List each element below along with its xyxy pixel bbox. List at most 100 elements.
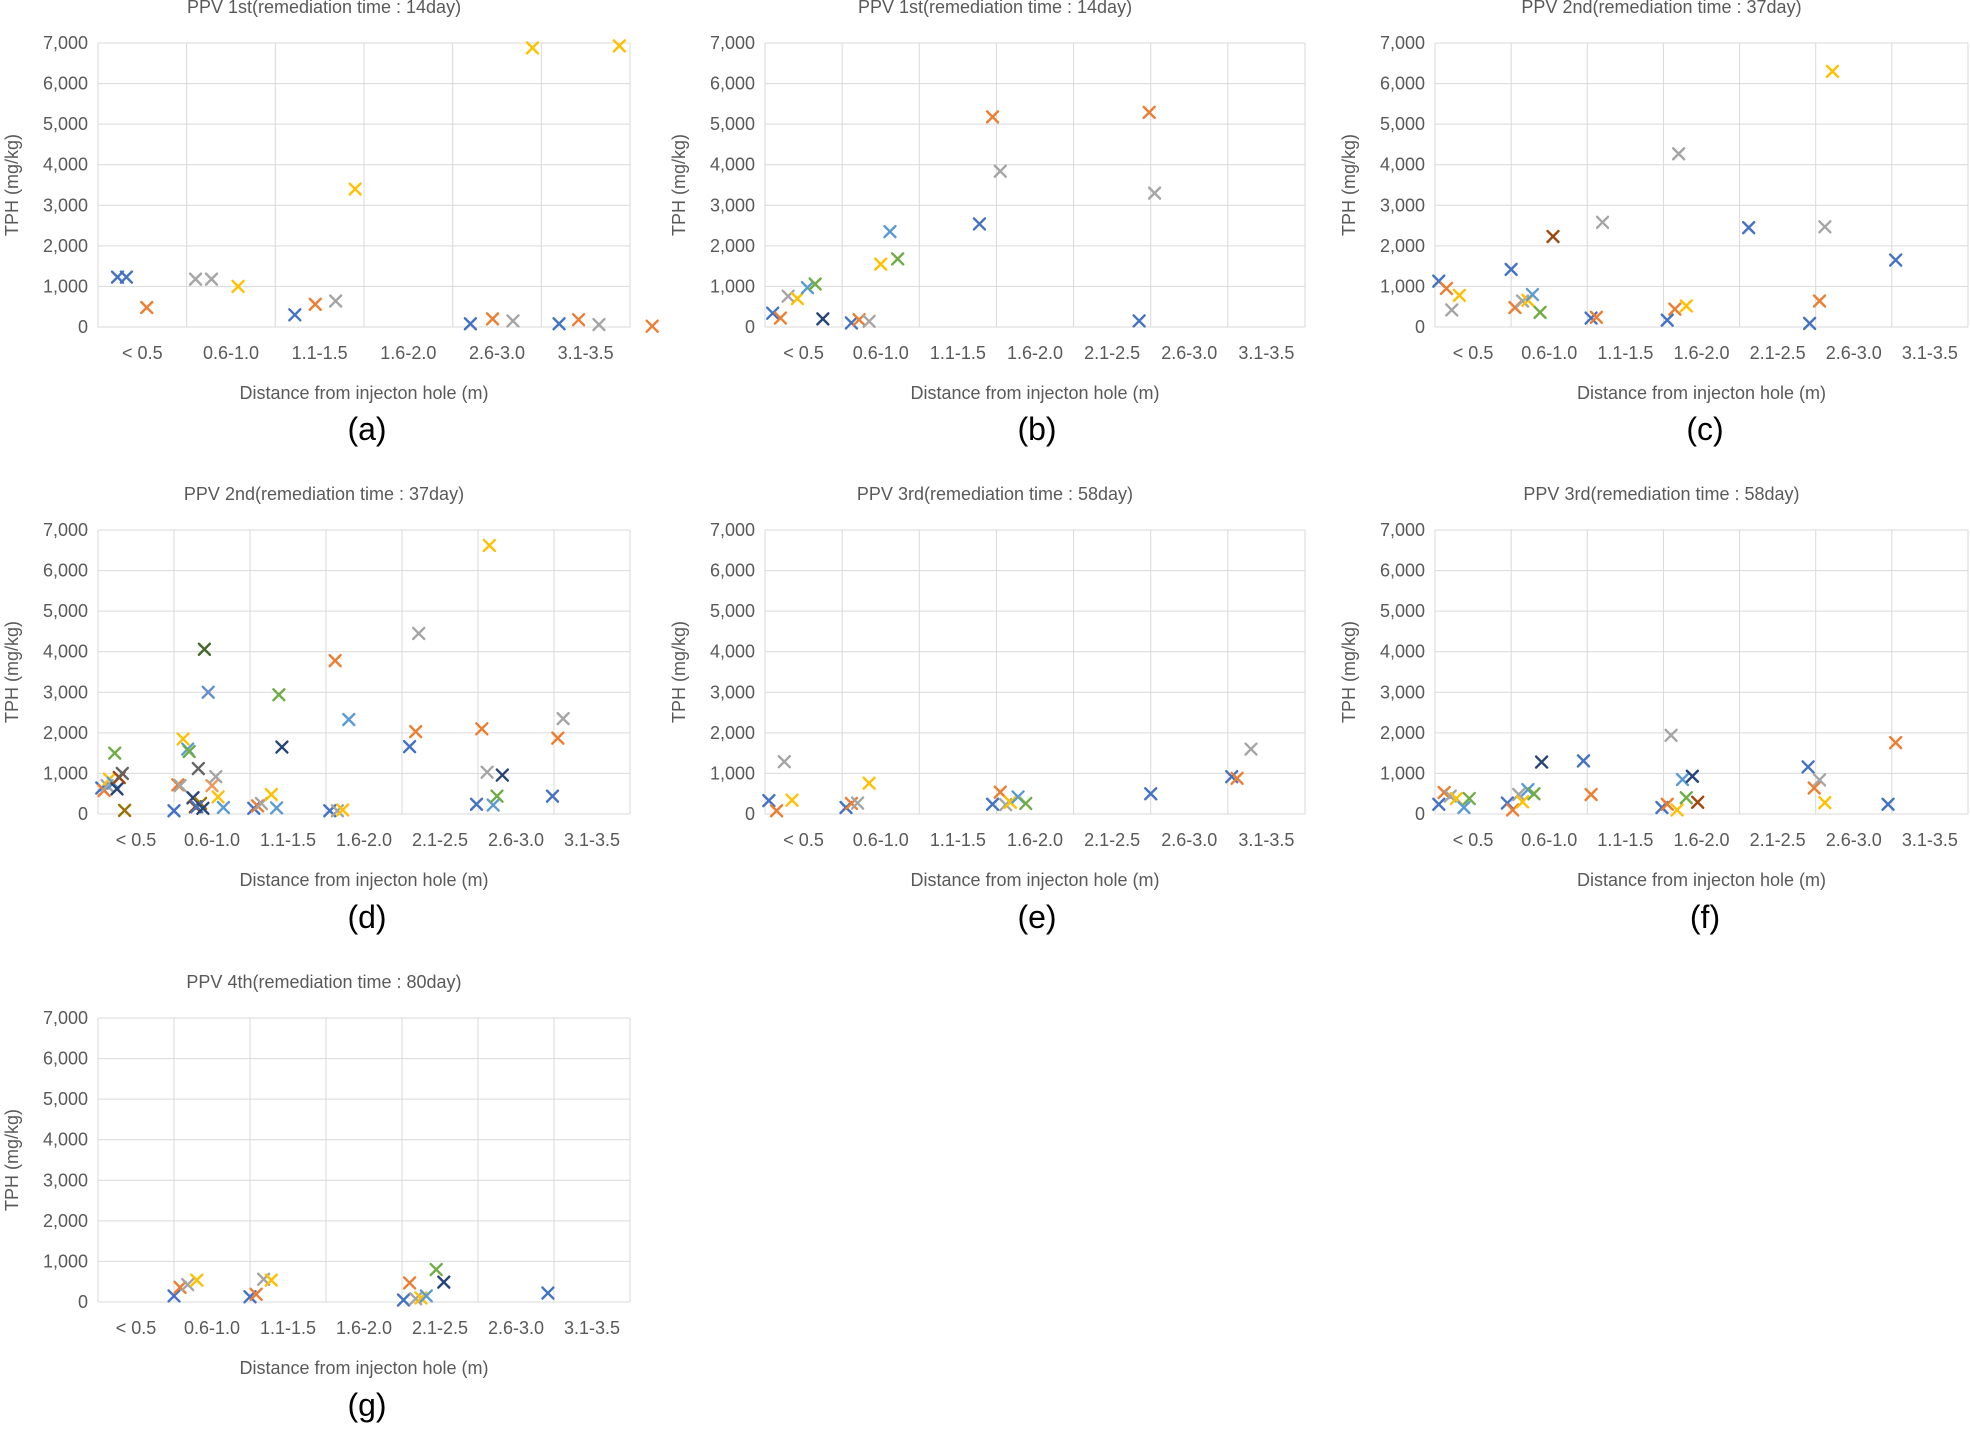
data-point — [762, 793, 776, 808]
data-point — [1812, 773, 1827, 787]
x-axis-title: Distance from injecton hole (m) — [910, 383, 1159, 403]
data-point — [506, 314, 520, 328]
x-tick-label: 0.6-1.0 — [184, 1318, 240, 1338]
data-point — [1432, 797, 1446, 811]
data-point — [1801, 760, 1815, 774]
chart-panel-3: 0 1,000 2,000 3,000 4,000 5,000 6,000 7,000 < 0.… — [1339, 0, 1969, 447]
data-point — [288, 308, 302, 322]
data-point — [850, 796, 865, 810]
data-point — [525, 41, 540, 55]
data-point — [844, 316, 859, 330]
data-point — [1230, 771, 1244, 785]
data-point — [972, 217, 987, 231]
x-tick-label: 1.1-1.5 — [260, 1318, 316, 1338]
x-tick-label: 1.1-1.5 — [1597, 830, 1653, 850]
data-point — [402, 1276, 417, 1290]
y-tick-label: 4,000 — [1380, 642, 1425, 662]
y-tick-label: 2,000 — [43, 1211, 88, 1231]
y-tick-label: 4,000 — [710, 155, 755, 175]
x-tick-label: 3.1-3.5 — [1902, 343, 1958, 363]
y-tick-label: 1,000 — [43, 763, 88, 783]
y-tick-label: 5,000 — [710, 601, 755, 621]
data-point — [1679, 299, 1693, 313]
x-tick-label: 0.6-1.0 — [203, 343, 259, 363]
data-point — [1144, 787, 1158, 801]
x-tick-label: 2.1-2.5 — [1750, 343, 1806, 363]
panel-label: (a) — [347, 411, 386, 447]
data-point — [1452, 288, 1467, 303]
y-tick-label: 6,000 — [43, 74, 88, 94]
data-point — [862, 776, 876, 790]
y-tick-label: 1,000 — [710, 763, 755, 783]
data-point — [883, 224, 897, 239]
y-tick-label: 0 — [78, 317, 88, 337]
y-tick-label: 0 — [745, 804, 755, 824]
panel-label: (d) — [347, 899, 386, 935]
data-point — [1533, 305, 1547, 320]
data-point — [1546, 229, 1560, 244]
data-point — [1807, 781, 1821, 795]
x-tick-label: 1.1-1.5 — [292, 343, 348, 363]
y-tick-label: 4,000 — [1380, 155, 1425, 175]
panel-label: (e) — [1017, 899, 1056, 935]
y-axis-title: TPH (mg/kg) — [2, 134, 22, 236]
data-point — [269, 801, 284, 815]
data-point — [1668, 302, 1682, 316]
y-tick-label: 6,000 — [1380, 74, 1425, 94]
data-point — [173, 1280, 187, 1295]
data-point — [176, 732, 190, 746]
data-point — [1019, 796, 1033, 811]
data-point — [1504, 262, 1518, 277]
y-tick-label: 2,000 — [43, 723, 88, 743]
data-point — [249, 1287, 263, 1301]
data-point — [204, 272, 219, 286]
data-point — [1690, 795, 1705, 809]
data-point — [1671, 147, 1686, 161]
y-tick-label: 2,000 — [1380, 723, 1425, 743]
data-point — [495, 768, 510, 782]
x-tick-label: 2.1-2.5 — [1084, 343, 1140, 363]
data-point — [396, 1293, 411, 1307]
data-point — [545, 789, 560, 803]
data-point — [985, 797, 1000, 811]
y-tick-label: 4,000 — [43, 155, 88, 175]
x-tick-label: 1.1-1.5 — [930, 343, 986, 363]
x-tick-label: 1.6-2.0 — [1007, 830, 1063, 850]
y-axis-title: TPH (mg/kg) — [669, 134, 689, 236]
x-tick-label: 0.6-1.0 — [184, 830, 240, 850]
y-tick-label: 4,000 — [710, 642, 755, 662]
y-tick-label: 4,000 — [43, 1130, 88, 1150]
y-tick-label: 5,000 — [43, 114, 88, 134]
data-point — [328, 294, 343, 308]
x-tick-label: 2.6-3.0 — [488, 1318, 544, 1338]
data-point — [993, 164, 1007, 178]
data-point — [196, 801, 210, 816]
data-point — [773, 311, 788, 325]
x-tick-label: < 0.5 — [783, 343, 824, 363]
data-point — [201, 685, 215, 699]
x-tick-label: 1.6-2.0 — [1673, 830, 1729, 850]
data-point — [412, 626, 426, 641]
x-tick-label: 3.1-3.5 — [1902, 830, 1958, 850]
data-point — [1685, 769, 1700, 783]
x-tick-label: 2.1-2.5 — [1750, 830, 1806, 850]
y-tick-label: 6,000 — [710, 74, 755, 94]
y-tick-label: 4,000 — [43, 642, 88, 662]
data-point — [1670, 803, 1684, 817]
data-point — [437, 1275, 451, 1289]
data-point — [1888, 253, 1903, 267]
y-tick-label: 3,000 — [710, 195, 755, 215]
data-point — [551, 731, 565, 745]
data-point — [419, 1289, 434, 1303]
y-tick-label: 7,000 — [1380, 520, 1425, 540]
y-tick-label: 0 — [1415, 317, 1425, 337]
data-point — [766, 306, 780, 320]
y-tick-label: 5,000 — [43, 601, 88, 621]
chart-title: PPV 3rd(remediation time : 58day) — [1523, 484, 1799, 504]
data-point — [1825, 64, 1840, 79]
x-tick-label: 0.6-1.0 — [853, 343, 909, 363]
x-tick-label: 1.1-1.5 — [930, 830, 986, 850]
chart-title: PPV 4th(remediation time : 80day) — [186, 972, 461, 992]
data-point — [188, 272, 203, 286]
